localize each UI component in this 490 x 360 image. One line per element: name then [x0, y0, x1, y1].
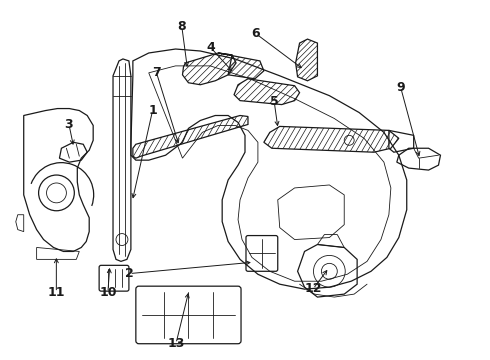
Text: 1: 1	[148, 104, 157, 117]
Text: 4: 4	[207, 41, 215, 54]
Text: 12: 12	[304, 283, 322, 296]
Text: 13: 13	[167, 337, 185, 350]
Text: 9: 9	[396, 81, 405, 94]
Text: 6: 6	[251, 27, 260, 40]
Text: 7: 7	[152, 66, 161, 79]
Text: 8: 8	[177, 20, 186, 33]
Text: 3: 3	[65, 118, 74, 131]
Text: 5: 5	[270, 95, 278, 108]
Text: 2: 2	[125, 267, 134, 280]
Text: 10: 10	[99, 286, 117, 299]
Text: 11: 11	[48, 286, 65, 299]
